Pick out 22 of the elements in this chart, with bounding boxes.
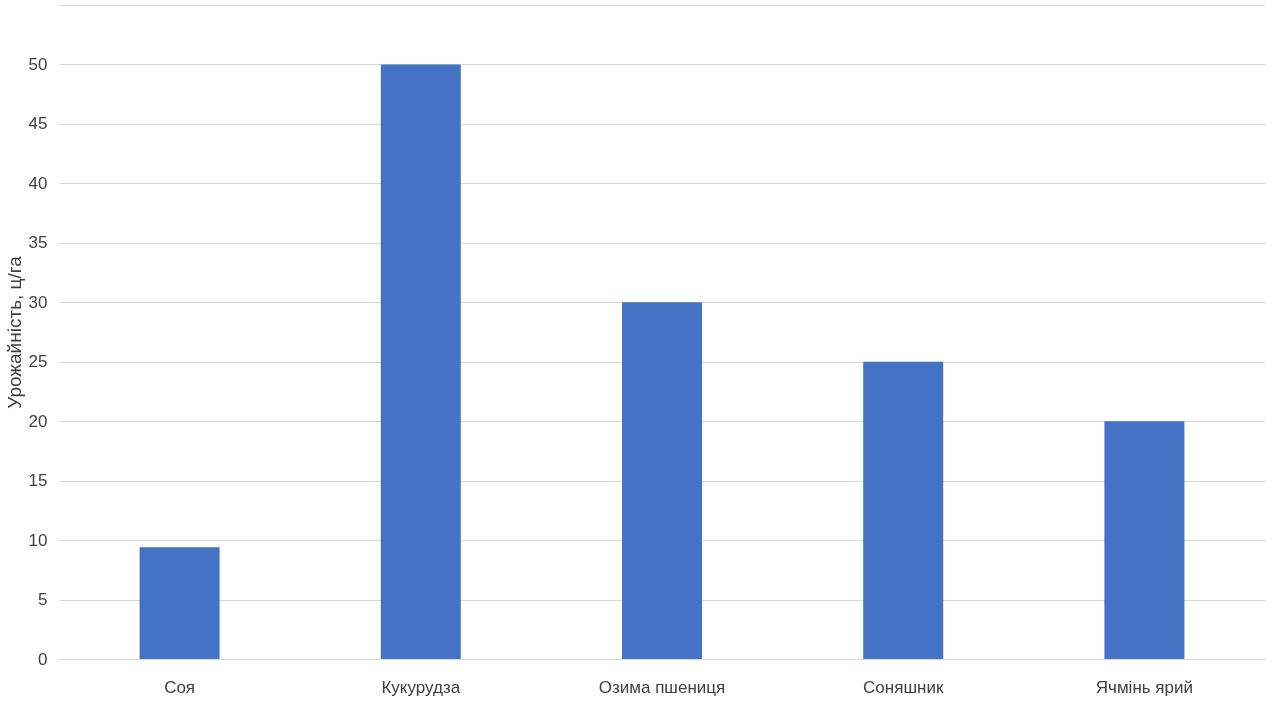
y-tick-label: 45 <box>28 114 48 134</box>
x-tick-label: Соняшник <box>863 677 944 697</box>
bar <box>622 302 702 659</box>
bar <box>139 547 220 659</box>
y-tick-label: 40 <box>28 173 48 193</box>
x-tick-label: Озима пшениця <box>598 677 726 697</box>
x-tick-label: Кукурудза <box>381 677 461 697</box>
y-tick-label: 5 <box>38 590 48 610</box>
y-tick-label: 20 <box>28 411 48 431</box>
bar <box>1104 421 1185 659</box>
y-axis-title: Урожайність, ц/га <box>3 255 25 409</box>
y-tick-label: 30 <box>28 292 48 312</box>
x-tick-label: Ячмінь ярий <box>1095 677 1194 697</box>
x-tick-label: Соя <box>164 677 196 697</box>
bar <box>380 64 461 659</box>
bar <box>863 361 944 659</box>
y-tick-label: 50 <box>28 54 48 74</box>
y-tick-label: 25 <box>28 352 48 372</box>
y-tick-label: 0 <box>38 649 48 669</box>
y-tick-label: 15 <box>28 471 48 491</box>
y-tick-label: 35 <box>28 233 48 253</box>
y-tick-label: 10 <box>28 530 48 550</box>
